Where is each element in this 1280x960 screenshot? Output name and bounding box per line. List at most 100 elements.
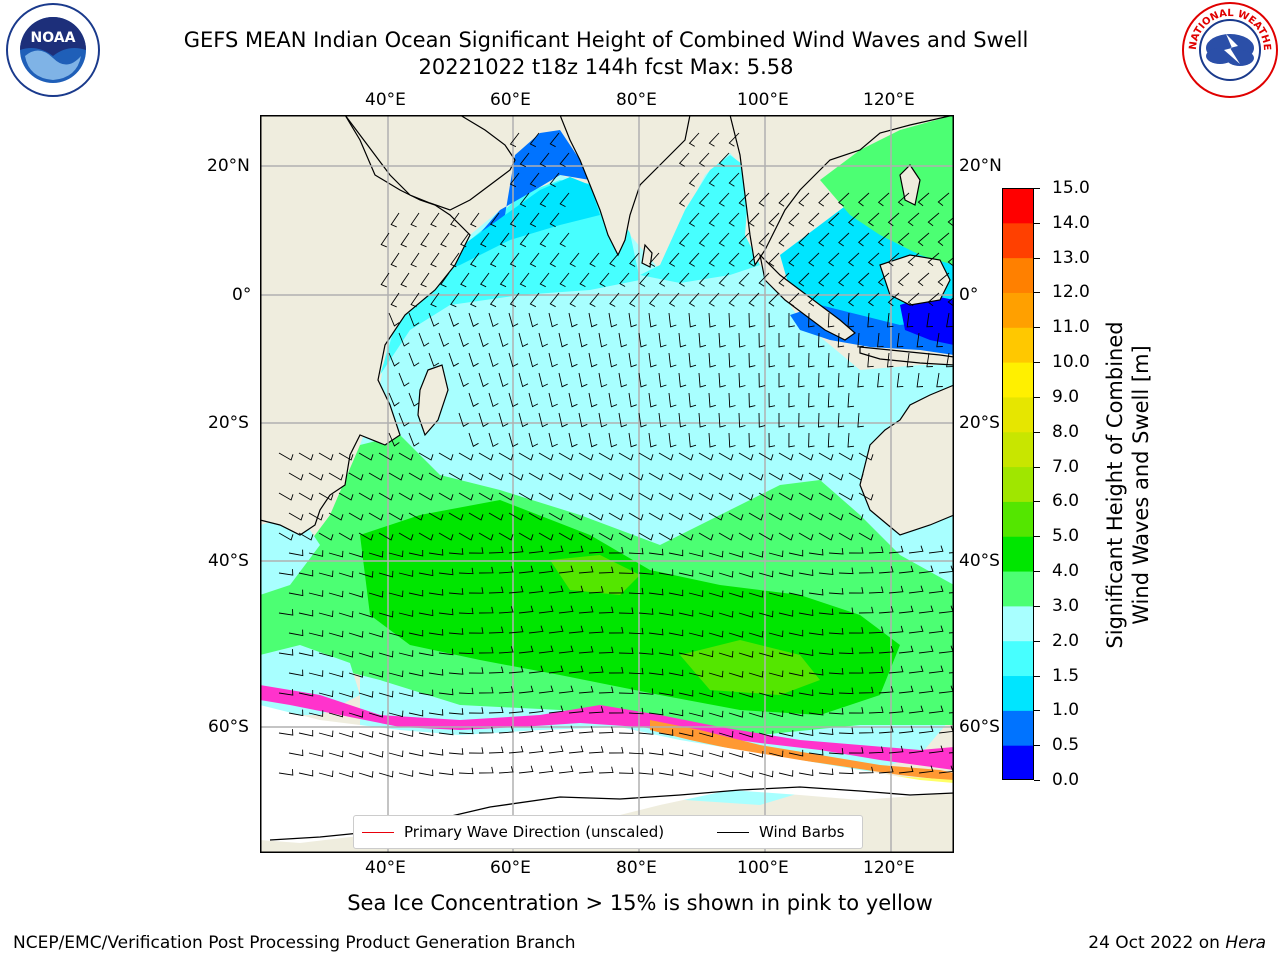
wind-barb — [648, 548, 664, 556]
wind-barb — [328, 512, 344, 521]
wind-barb — [648, 472, 664, 481]
colorbar-swatch — [1002, 710, 1034, 746]
wind-barb — [488, 312, 499, 328]
wind-barb — [878, 726, 894, 734]
wind-barb — [728, 292, 740, 307]
wind-barb — [278, 452, 294, 461]
wind-barb — [668, 669, 684, 677]
wind-barb — [907, 212, 920, 227]
sea-ice-edge-orange — [650, 720, 954, 781]
wind-barb — [658, 412, 667, 428]
wind-barb — [788, 669, 804, 677]
wind-barb — [808, 628, 824, 636]
wind-barb — [598, 412, 608, 428]
wind-barb — [518, 372, 529, 388]
wind-barb — [658, 532, 674, 541]
wind-barb — [508, 472, 524, 481]
wind-barb — [398, 730, 414, 737]
wind-barb — [838, 687, 854, 695]
wind-barb — [927, 292, 940, 307]
wind-barb — [420, 272, 430, 288]
wind-barb — [618, 607, 634, 614]
wind-barb — [448, 312, 459, 327]
wind-barb — [828, 252, 840, 267]
wind-barb — [678, 152, 690, 167]
wind-barb — [828, 292, 840, 307]
wind-barb — [758, 232, 770, 247]
wind-barb — [428, 749, 444, 756]
wind-barb — [658, 649, 674, 656]
wind-barb — [598, 532, 614, 541]
wind-barb — [748, 392, 756, 408]
wind-barb — [368, 710, 384, 718]
wind-barb — [728, 751, 744, 758]
wind-barb — [338, 690, 354, 698]
machine-name: Hera — [1225, 933, 1266, 953]
wind-barb — [877, 372, 884, 388]
wind-barb — [368, 550, 384, 558]
wind-barb — [648, 708, 664, 716]
wind-barb — [898, 565, 914, 574]
wind-barb — [509, 252, 520, 268]
wind-barb — [618, 332, 628, 348]
wind-barb — [868, 746, 884, 754]
wind-barb — [298, 610, 314, 617]
wind-barb — [609, 292, 620, 307]
wind-barb — [458, 567, 474, 575]
wind-barb — [638, 492, 654, 501]
wind-barb — [588, 626, 604, 634]
wind-barb — [378, 690, 394, 698]
wind-barb — [538, 332, 548, 348]
wind-barb — [718, 532, 734, 541]
colorbar-tick-label: 14.0 — [1052, 212, 1090, 233]
colorbar-swatch — [1002, 222, 1034, 259]
wind-barb — [358, 731, 374, 738]
wind-barb — [368, 670, 384, 678]
wind-barb — [538, 685, 554, 694]
wind-barb — [519, 152, 530, 168]
wind-barb — [338, 492, 354, 501]
wind-barb — [916, 332, 924, 348]
wind-barb — [708, 472, 724, 481]
wind-barb — [718, 611, 734, 618]
wind-barb — [539, 152, 550, 168]
land-southeast-asia — [729, 115, 954, 267]
wave-zone-0-0.5m-java-sea — [900, 295, 954, 345]
wind-barb — [877, 272, 890, 287]
colorbar-tick-mark — [1034, 222, 1040, 224]
wind-barb — [778, 413, 785, 428]
wind-barb — [488, 626, 504, 634]
wave-zone-1.5-2m-bay-of-bengal — [640, 155, 760, 283]
wind-barb — [298, 452, 314, 461]
wind-barb — [528, 312, 539, 328]
wind-barb — [298, 650, 314, 657]
wind-barb — [458, 492, 474, 501]
wind-barb — [588, 512, 604, 521]
wind-barb — [569, 292, 580, 308]
wind-barb — [528, 705, 544, 714]
wind-barb — [728, 631, 744, 638]
wind-barb — [638, 768, 654, 775]
wind-barb — [629, 292, 640, 307]
wind-barb — [408, 670, 424, 677]
wind-barb — [598, 686, 614, 694]
wind-barb — [798, 532, 814, 541]
wind-barb — [588, 352, 598, 368]
wind-barb — [529, 172, 540, 188]
wind-barb — [818, 412, 825, 428]
wind-barb — [468, 547, 484, 554]
wind-barb — [638, 532, 654, 541]
wind-barb — [708, 590, 724, 598]
wind-barb — [808, 548, 824, 556]
wind-barb — [668, 292, 680, 307]
colorbar-swatch — [1002, 675, 1034, 711]
wind-barb — [488, 352, 499, 368]
wind-barb — [498, 492, 514, 501]
wind-barb — [518, 565, 534, 574]
lat-tick-right: 60°S — [959, 717, 1000, 737]
wind-barb — [638, 728, 654, 735]
wind-barb — [430, 292, 440, 308]
wind-barb — [499, 272, 510, 288]
wind-barb — [418, 729, 434, 737]
wind-barb — [758, 452, 774, 461]
